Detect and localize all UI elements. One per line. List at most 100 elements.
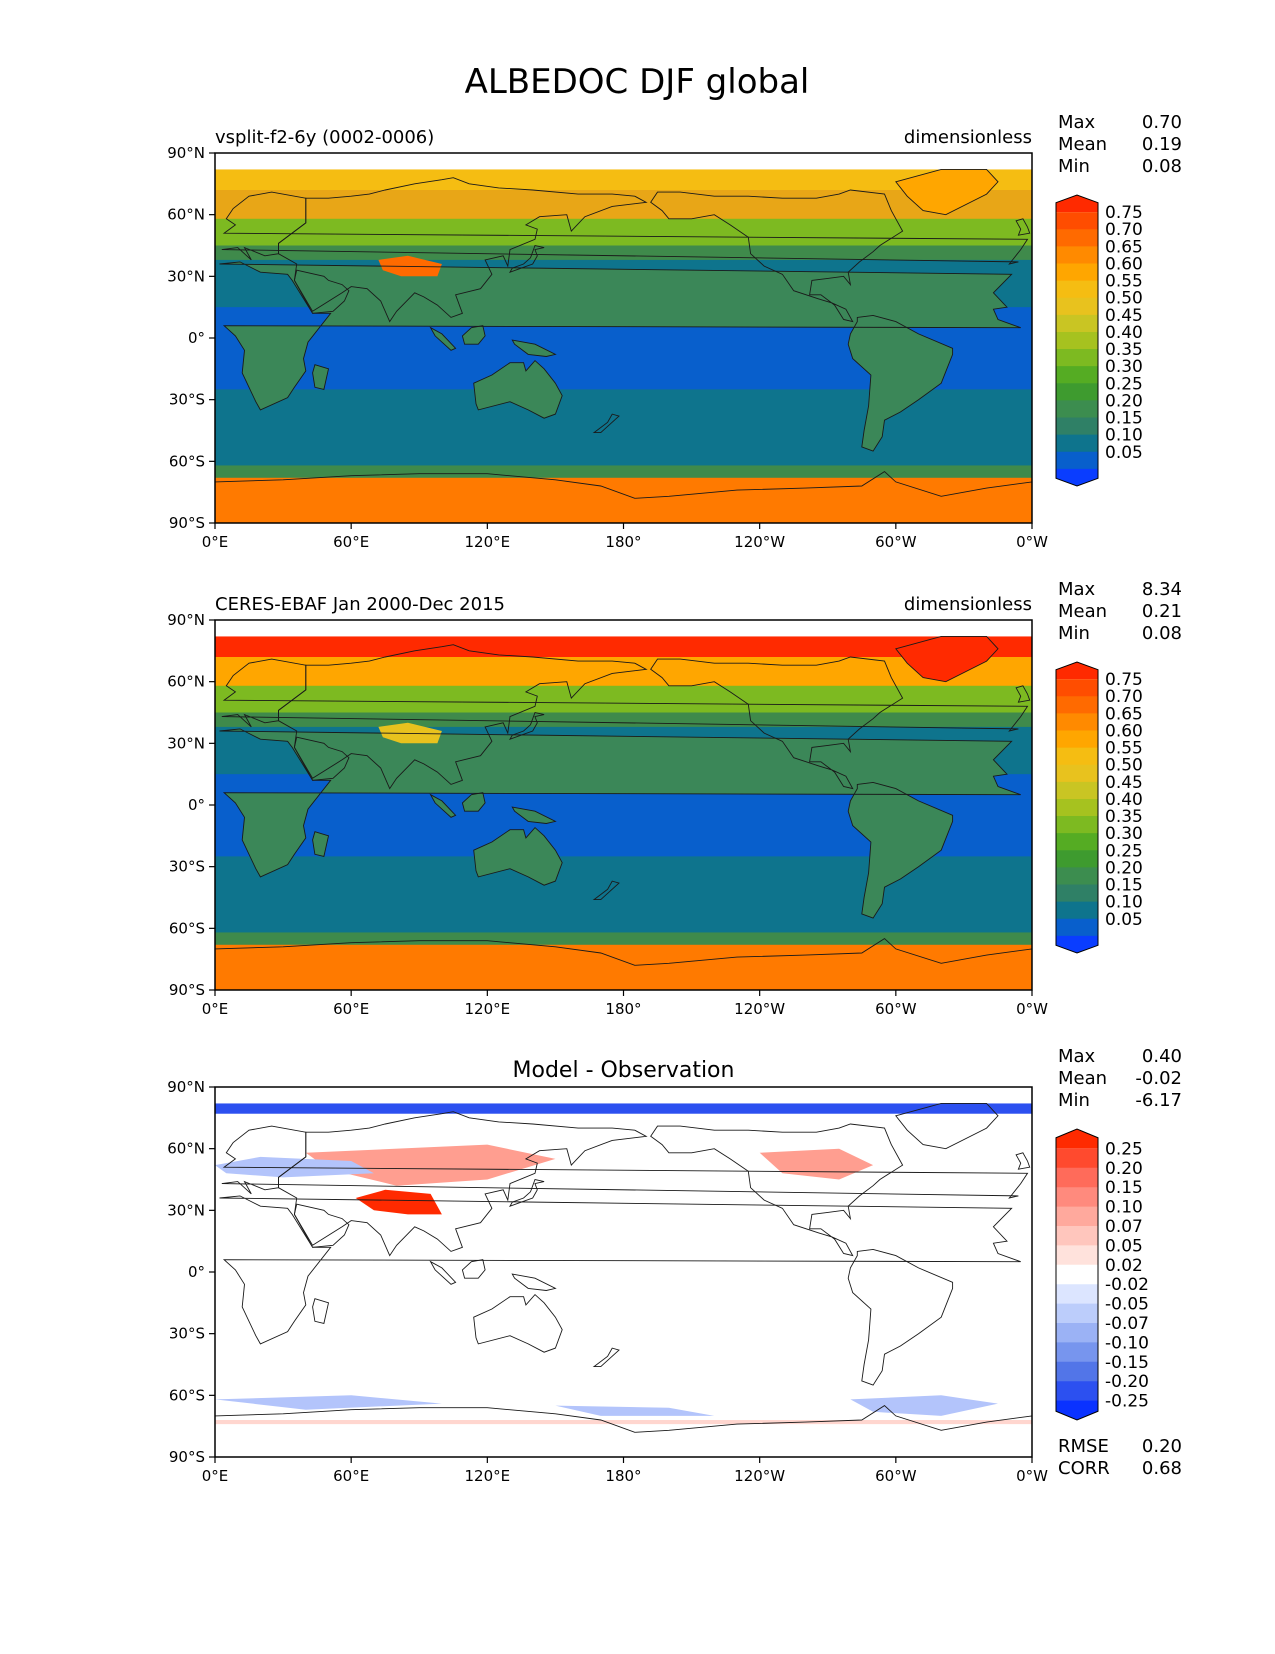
latitude-band bbox=[215, 169, 1032, 191]
coastline-greenland bbox=[895, 168, 999, 216]
latitude-band bbox=[215, 897, 1032, 933]
colorbar-swatch bbox=[1056, 331, 1098, 350]
coastline-sumatra bbox=[429, 1260, 457, 1285]
coastline-africa bbox=[219, 728, 1021, 878]
land-fill-borneo bbox=[462, 325, 486, 345]
land-fill-sumatra bbox=[430, 794, 456, 818]
stat-label-corr: CORR bbox=[1058, 1458, 1110, 1479]
land-fill-newguinea bbox=[512, 340, 556, 357]
colorbar-tick-label: 0.02 bbox=[1105, 1256, 1143, 1276]
colorbar-tick-label: 0.75 bbox=[1105, 203, 1143, 223]
map-panel-model: 90°N 60°N 30°N 0° 30°S 60°S 90°S0°E 60°E 120°E 18… bbox=[167, 112, 1182, 551]
land-fill-madagascar bbox=[312, 364, 329, 390]
coastline-uk bbox=[1015, 1152, 1031, 1170]
colorbar-outline bbox=[1055, 194, 1099, 487]
coastline-samerica bbox=[847, 314, 954, 452]
coastline-newguinea bbox=[511, 339, 557, 357]
stat-label-max: Max bbox=[1058, 1046, 1096, 1067]
colorbar-tick-label: -0.10 bbox=[1105, 1333, 1149, 1353]
coastline-antarctica bbox=[215, 471, 1032, 523]
lat-tick-label: 30°N bbox=[167, 734, 205, 752]
coastline-newguinea bbox=[511, 806, 557, 824]
latitude-band bbox=[215, 712, 1032, 728]
coastline-antarctica bbox=[215, 1405, 1032, 1457]
colorbar-swatch bbox=[1056, 400, 1098, 419]
colorbar-tick-label: 0.10 bbox=[1105, 1198, 1143, 1218]
lon-tick-label: 60°E bbox=[333, 1467, 369, 1485]
lon-tick-label: 120°W bbox=[734, 1000, 785, 1018]
lon-tick-label: 0°W bbox=[1016, 1467, 1048, 1485]
coastline-asia bbox=[278, 177, 648, 323]
stat-value-min: 0.08 bbox=[1142, 623, 1182, 644]
lat-tick-label: 30°S bbox=[169, 858, 205, 876]
coastline-africa bbox=[219, 261, 1021, 411]
panel-left-title: vsplit-f2-6y (0002-0006) bbox=[215, 127, 434, 148]
colorbar-tick-label: 0.10 bbox=[1105, 426, 1143, 446]
colorbar-tick-label: -0.15 bbox=[1105, 1353, 1149, 1373]
colorbar-tick-label: 0.25 bbox=[1105, 841, 1143, 861]
latitude-band bbox=[215, 932, 1032, 946]
coastline-nz bbox=[592, 413, 620, 434]
land-fill-sumatra bbox=[430, 327, 456, 351]
colorbar-tick-label: 0.05 bbox=[1105, 910, 1143, 930]
colorbar-tick-label: 0.35 bbox=[1105, 340, 1143, 360]
colorbar-swatch bbox=[1056, 417, 1098, 436]
land-fill-africa bbox=[219, 728, 1021, 877]
lat-tick-label: 90°N bbox=[167, 1078, 205, 1096]
colorbar-swatch bbox=[1056, 713, 1098, 731]
coastline-greenland bbox=[895, 1102, 999, 1150]
latitude-band bbox=[215, 636, 1032, 658]
lon-tick-label: 60°E bbox=[333, 533, 369, 551]
lat-tick-label: 30°N bbox=[167, 267, 205, 285]
lat-tick-label: 90°S bbox=[169, 514, 205, 532]
land-fill-africa bbox=[219, 261, 1021, 410]
colorbar-swatch bbox=[1056, 850, 1098, 868]
lon-tick-label: 120°E bbox=[465, 533, 511, 551]
coastline-nz bbox=[592, 1347, 620, 1368]
coastline-africa bbox=[219, 1195, 1021, 1345]
colorbar-swatch bbox=[1056, 816, 1098, 834]
colorbar-swatch bbox=[1056, 679, 1098, 697]
latitude-band bbox=[215, 465, 1032, 479]
colorbar-outline bbox=[1055, 1128, 1099, 1421]
negative-anomaly-patch bbox=[850, 1395, 998, 1416]
colorbar-swatch bbox=[1056, 662, 1098, 680]
colorbar-tick-label: 0.20 bbox=[1105, 391, 1143, 411]
negative-anomaly-patch bbox=[555, 1405, 715, 1416]
greenland-fill bbox=[895, 169, 998, 215]
latitude-band bbox=[215, 153, 1032, 170]
colorbar-tick-label: 0.70 bbox=[1105, 687, 1143, 707]
lat-tick-label: 30°S bbox=[169, 391, 205, 409]
colorbar-swatch bbox=[1056, 195, 1098, 213]
colorbar-tick-label: 0.30 bbox=[1105, 824, 1143, 844]
colorbar-tick-label: 0.55 bbox=[1105, 739, 1143, 759]
colorbar-tick-label: 0.45 bbox=[1105, 306, 1143, 326]
colorbar: 0.750.700.650.600.550.500.450.400.350.30… bbox=[1055, 661, 1143, 954]
colorbar-tick-label: 0.25 bbox=[1105, 1139, 1143, 1159]
panel-center-title: Model - Observation bbox=[513, 1058, 735, 1083]
lon-tick-label: 180° bbox=[605, 1467, 641, 1485]
lon-tick-label: 60°E bbox=[333, 1000, 369, 1018]
lat-tick-label: 60°N bbox=[167, 206, 205, 224]
lon-tick-label: 60°W bbox=[875, 1467, 917, 1485]
lon-tick-label: 0°E bbox=[202, 533, 229, 551]
coastline-japan bbox=[509, 244, 545, 274]
colorbar-swatch bbox=[1056, 451, 1098, 470]
latitude-band bbox=[215, 218, 1032, 246]
coastline-australia bbox=[473, 359, 563, 419]
colorbar-swatch bbox=[1056, 314, 1098, 333]
colorbar-swatch bbox=[1056, 1264, 1098, 1285]
lat-tick-label: 60°S bbox=[169, 1386, 205, 1404]
colorbar-tick-label: 0.30 bbox=[1105, 357, 1143, 377]
lat-tick-label: 90°S bbox=[169, 1448, 205, 1466]
negative-anomaly-patch bbox=[215, 1156, 374, 1178]
map-panel-obs: 90°N 60°N 30°N 0° 30°S 60°S 90°S0°E 60°E 120°E 18… bbox=[167, 579, 1182, 1018]
lat-tick-label: 30°S bbox=[169, 1325, 205, 1343]
lat-tick-label: 60°S bbox=[169, 919, 205, 937]
panels-layer: 90°N60°N30°N0°30°S60°S90°S0°E 60°E 120°E 18… bbox=[167, 112, 1182, 1485]
land-fill-newguinea bbox=[512, 807, 556, 824]
land-fill-samerica bbox=[848, 782, 953, 919]
colorbar-swatch bbox=[1056, 764, 1098, 783]
stat-value-max: 0.70 bbox=[1142, 112, 1182, 133]
